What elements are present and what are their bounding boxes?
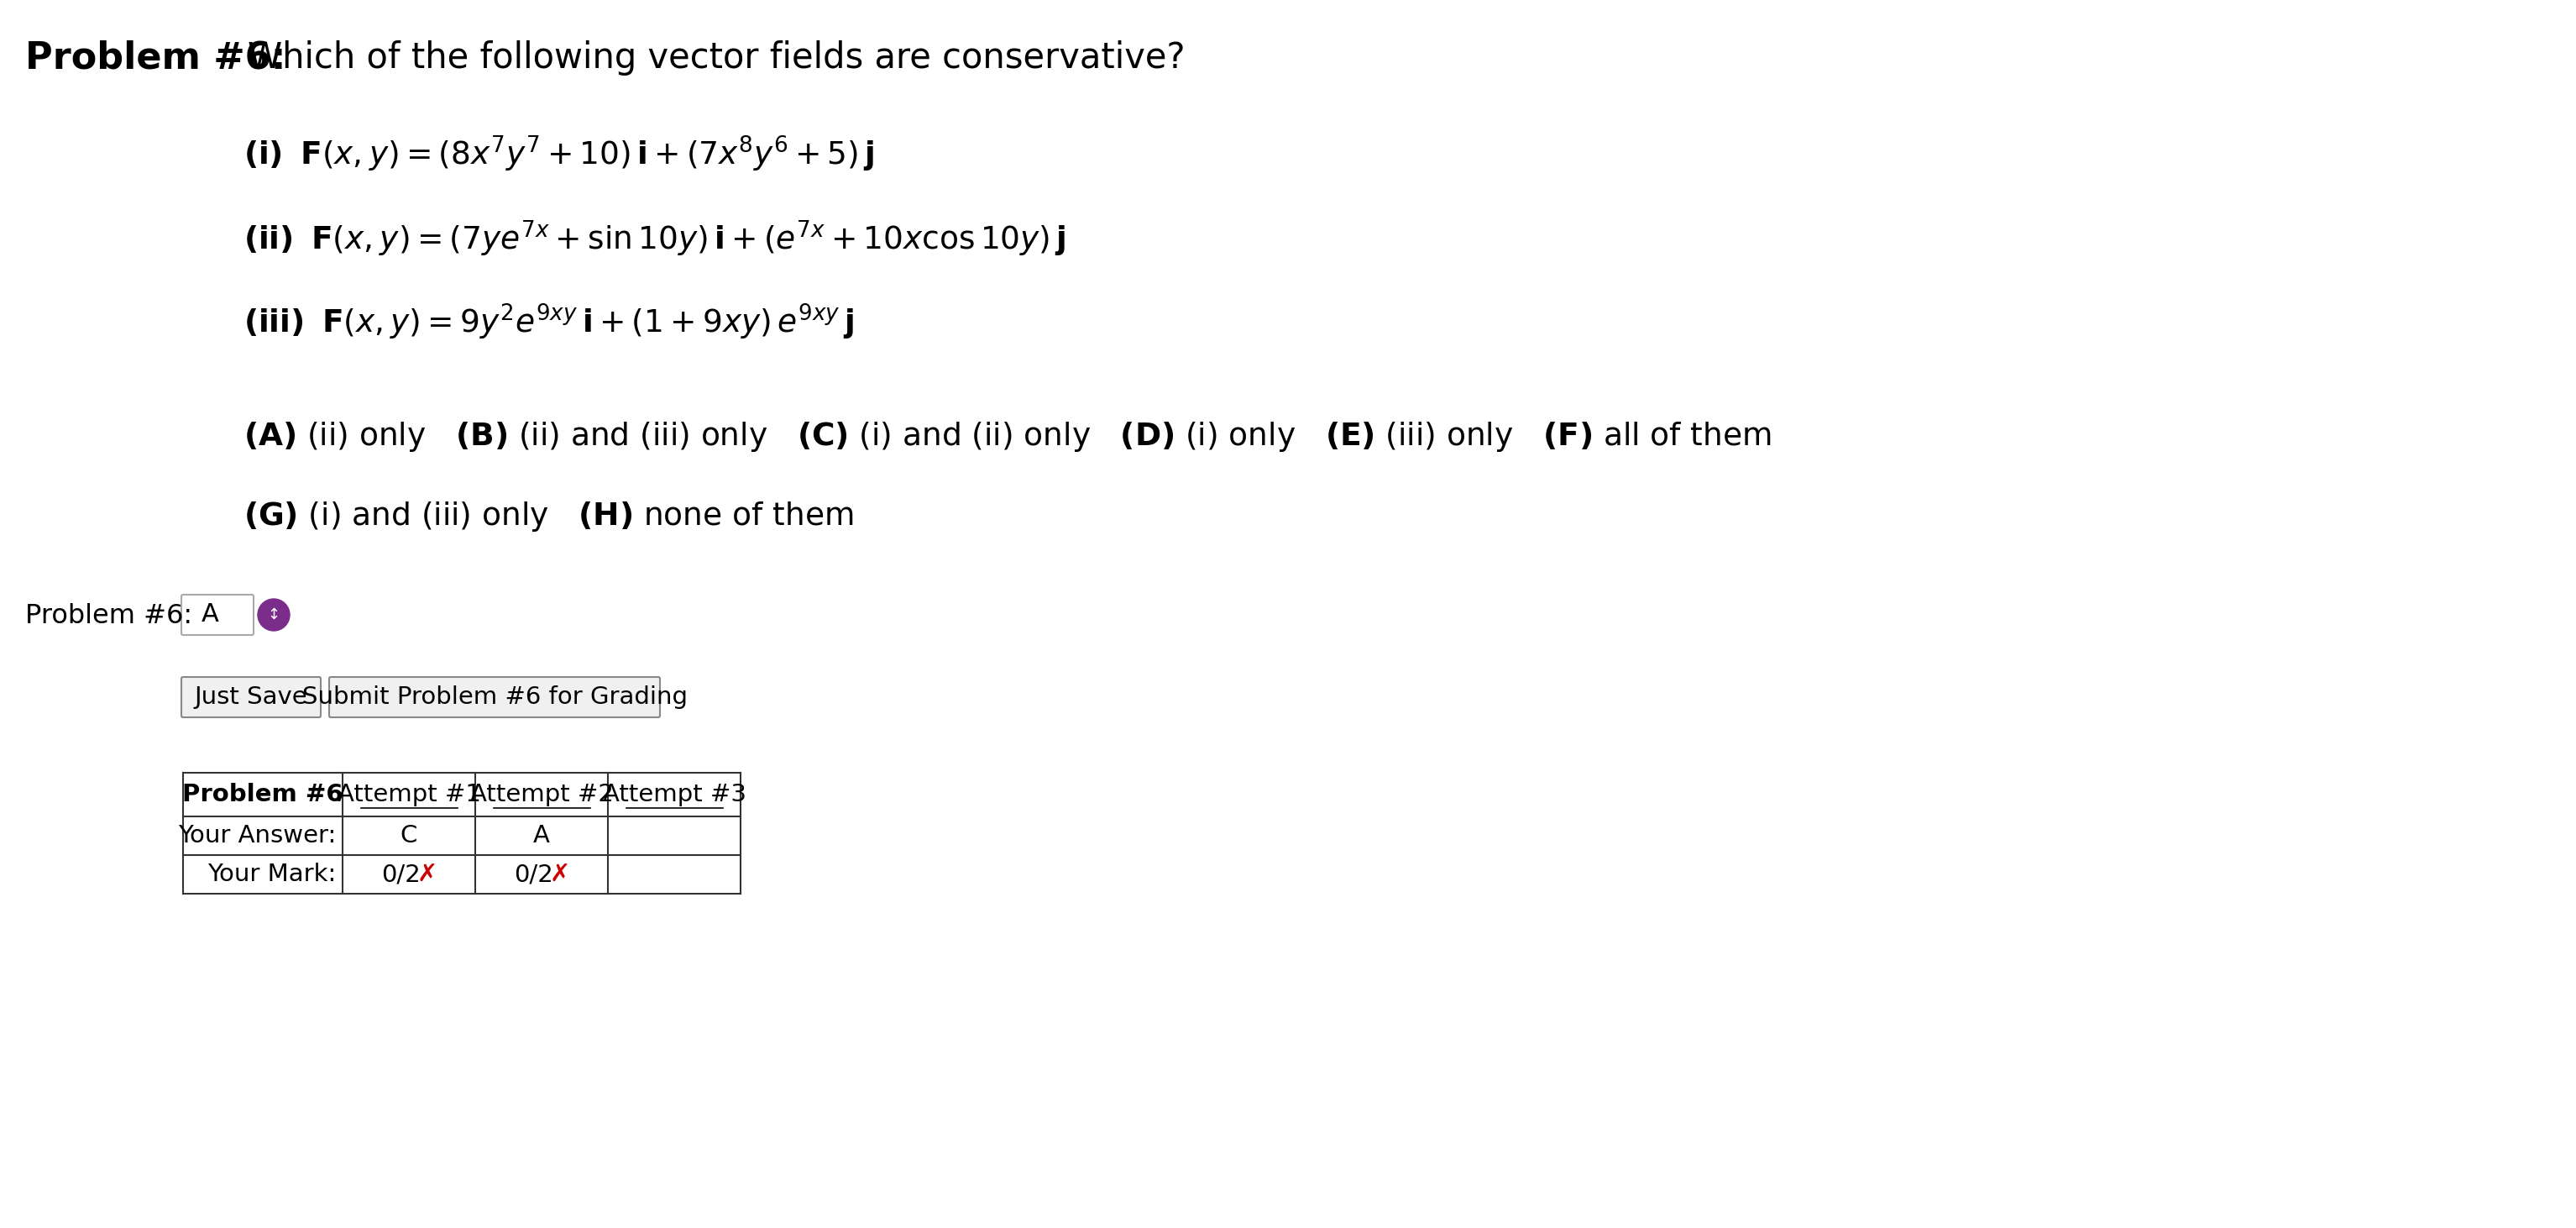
Text: $\mathbf{(G)}$ (i) and (iii) only   $\mathbf{(H)}$ none of them: $\mathbf{(G)}$ (i) and (iii) only $\math…	[245, 500, 853, 533]
Text: $\mathbf{(iii)}\;\; \mathbf{F}(x, y) = 9y^2e^{9xy}\,\mathbf{i} + (1 + 9xy)\,e^{9: $\mathbf{(iii)}\;\; \mathbf{F}(x, y) = 9…	[245, 302, 853, 341]
Text: A: A	[533, 824, 549, 847]
Text: Attempt #2: Attempt #2	[469, 782, 613, 807]
Text: 0/2: 0/2	[513, 862, 554, 887]
Text: Problem #6:: Problem #6:	[26, 41, 286, 76]
Text: Problem #6:: Problem #6:	[26, 603, 193, 629]
Text: $\mathbf{(ii)}\;\; \mathbf{F}(x, y) = (7ye^{7x} + \sin 10y)\,\mathbf{i} + (e^{7x: $\mathbf{(ii)}\;\; \mathbf{F}(x, y) = (7…	[245, 219, 1066, 259]
Text: A: A	[201, 603, 219, 628]
Text: Problem #6: Problem #6	[183, 782, 343, 807]
Text: Which of the following vector fields are conservative?: Which of the following vector fields are…	[247, 41, 1185, 76]
Text: Attempt #3: Attempt #3	[603, 782, 747, 807]
FancyBboxPatch shape	[330, 677, 659, 717]
FancyBboxPatch shape	[180, 594, 252, 635]
Text: $\mathbf{(i)}\;\; \mathbf{F}(x, y) = (8x^7y^7 + 10)\,\mathbf{i} + (7x^8y^6 + 5)\: $\mathbf{(i)}\;\; \mathbf{F}(x, y) = (8x…	[245, 134, 873, 174]
Text: Attempt #1: Attempt #1	[337, 782, 482, 807]
Text: 0/2: 0/2	[381, 862, 420, 887]
FancyBboxPatch shape	[180, 677, 322, 717]
Text: ✗: ✗	[549, 862, 569, 887]
Text: C: C	[399, 824, 417, 847]
Circle shape	[258, 599, 289, 631]
Text: ↕: ↕	[268, 608, 281, 623]
Text: $\mathbf{(A)}$ (ii) only   $\mathbf{(B)}$ (ii) and (iii) only   $\mathbf{(C)}$ (: $\mathbf{(A)}$ (ii) only $\mathbf{(B)}$ …	[245, 420, 1772, 453]
Text: Just Save: Just Save	[196, 685, 307, 709]
Text: ✗: ✗	[417, 862, 438, 887]
Text: Your Mark:: Your Mark:	[206, 862, 335, 887]
Text: Submit Problem #6 for Grading: Submit Problem #6 for Grading	[301, 685, 688, 709]
Text: Your Answer:: Your Answer:	[178, 824, 335, 847]
